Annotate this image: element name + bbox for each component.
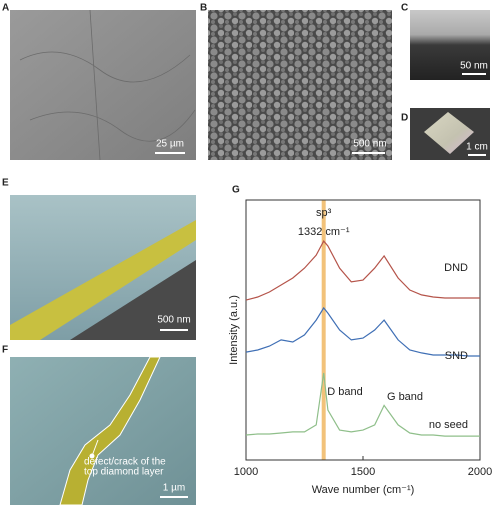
x-tick-label: 1500 xyxy=(351,466,375,478)
annotation: 1332 cm⁻¹ xyxy=(298,226,350,238)
x-tick-label: 1000 xyxy=(234,466,258,478)
diamond-layer xyxy=(10,220,196,340)
highlight-band xyxy=(321,200,326,460)
scale-bar-label: 25 µm xyxy=(156,139,184,150)
series-label: no seed xyxy=(429,419,468,431)
sem-image xyxy=(208,10,392,160)
chart: 1000 1500 2000 Wave number (cm⁻¹) Intensity … xyxy=(228,199,492,496)
scale-bar-label: 500 nm xyxy=(157,315,190,326)
tem-image xyxy=(410,10,490,80)
panel-letter: B xyxy=(200,3,207,14)
scale-bar-label: 1 cm xyxy=(466,142,488,153)
spectrum-line xyxy=(245,372,480,437)
series-label: DND xyxy=(444,262,468,274)
sem-image xyxy=(10,10,196,160)
crack xyxy=(59,356,161,506)
panel-letter: C xyxy=(401,3,408,14)
panel-letter: F xyxy=(2,345,8,356)
annotation: top diamond layer xyxy=(84,467,164,478)
panel-letter: E xyxy=(2,178,9,189)
spectrum-line xyxy=(245,240,480,301)
annotation: D band xyxy=(327,386,362,398)
annotation: G band xyxy=(387,391,423,403)
scale-bar-label: 500 nm xyxy=(353,139,386,150)
panel-letter: A xyxy=(2,3,9,14)
annotation: sp³ xyxy=(316,207,332,219)
annotation-arrow xyxy=(91,439,99,457)
panel-letter: G xyxy=(232,185,240,196)
x-tick-label: 2000 xyxy=(468,466,492,478)
panel-letter: D xyxy=(401,113,408,124)
diamond-sample xyxy=(424,112,474,154)
image-texture xyxy=(19,9,196,161)
x-axis-label: Wave number (cm⁻¹) xyxy=(312,484,415,496)
scale-bar-label: 50 nm xyxy=(460,61,488,72)
y-axis-label: Intensity (a.u.) xyxy=(228,295,240,365)
series-label: SND xyxy=(445,350,468,362)
annotation: defect/crack of the xyxy=(84,457,166,468)
substrate xyxy=(70,260,196,340)
scale-bar-label: 1 µm xyxy=(163,483,185,494)
spectrum-line xyxy=(245,306,480,357)
